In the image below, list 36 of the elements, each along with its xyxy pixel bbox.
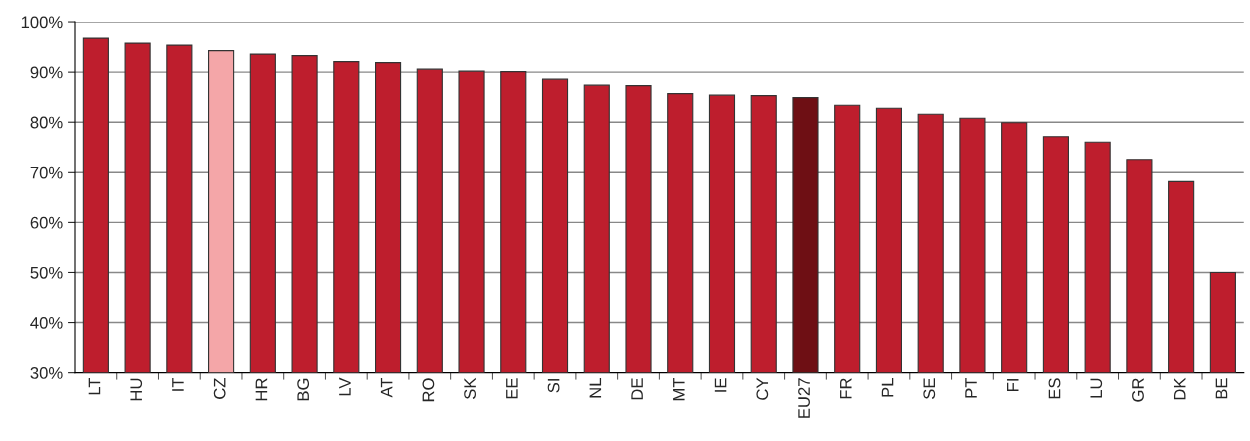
x-tick-label: SI xyxy=(547,379,560,393)
y-tick-label: 80% xyxy=(30,116,63,129)
x-tick-label: EU27 xyxy=(798,378,810,418)
y-tick-label: 40% xyxy=(30,316,63,329)
x-tick-label: DE xyxy=(631,378,643,400)
x-tick-label: CZ xyxy=(213,378,226,399)
x-tick-label: IE xyxy=(714,378,727,392)
x-tick-label: FR xyxy=(840,378,852,399)
x-tick-label: PT xyxy=(965,377,977,398)
x-tick-label: PL xyxy=(881,378,894,397)
x-tick-label: BE xyxy=(1215,378,1228,399)
x-tick-label: DK xyxy=(1173,377,1186,400)
x-tick-label: EE xyxy=(506,378,518,399)
x-tick-label: CY xyxy=(756,377,769,400)
x-tick-label: NL xyxy=(589,378,602,398)
y-tick-label: 30% xyxy=(30,367,63,379)
x-tick-label: LT xyxy=(88,377,101,395)
x-tick-label: LU xyxy=(1090,378,1103,398)
y-tick-label: 50% xyxy=(30,266,63,279)
x-tick-label: BG xyxy=(297,378,310,401)
x-tick-label: RO xyxy=(422,378,435,402)
x-tick-label: IT xyxy=(172,377,184,391)
x-tick-label: SE xyxy=(923,378,936,399)
y-tick-label: 70% xyxy=(30,166,63,179)
x-tick-label: HU xyxy=(130,378,143,401)
x-tick-label: LV xyxy=(339,377,351,396)
x-tick-label: HR xyxy=(255,378,268,401)
y-tick-label: 100% xyxy=(21,16,63,29)
x-tick-label: MT xyxy=(673,377,685,401)
x-tick-label: SK xyxy=(464,377,477,399)
x-tick-label: GR xyxy=(1132,378,1144,402)
y-tick-label: 60% xyxy=(30,216,63,229)
x-tick-label: FI xyxy=(1007,379,1019,391)
x-tick-label: AT xyxy=(380,377,393,398)
x-tick-label: ES xyxy=(1048,378,1061,399)
y-tick-label: 90% xyxy=(30,66,63,79)
